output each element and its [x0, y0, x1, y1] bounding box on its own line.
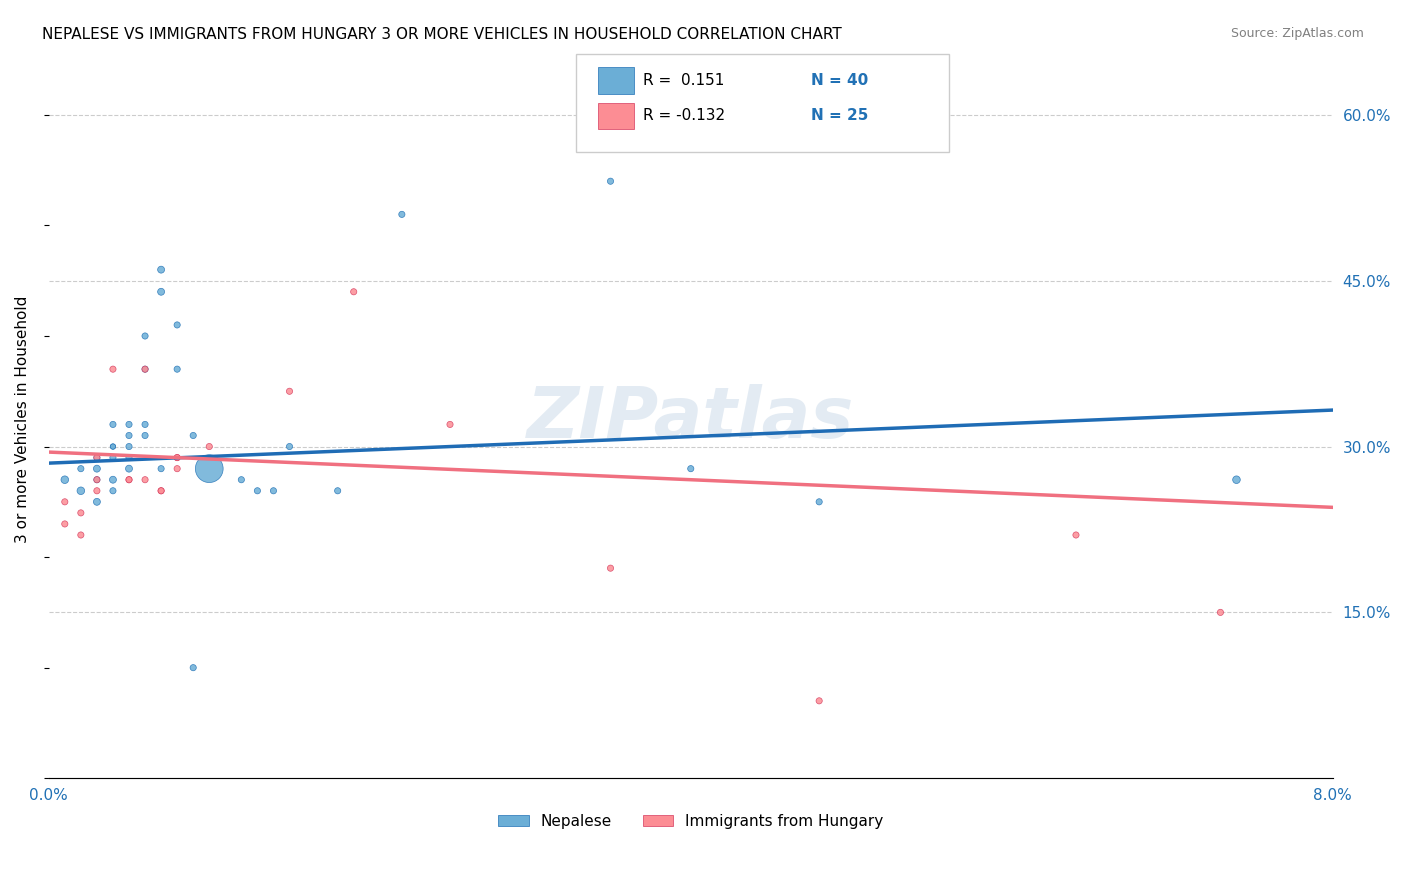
Point	[86, 450, 108, 465]
Y-axis label: 3 or more Vehicles in Household: 3 or more Vehicles in Household	[15, 295, 30, 542]
Point	[166, 461, 188, 475]
Point	[343, 285, 366, 299]
Point	[118, 417, 141, 432]
Point	[679, 461, 702, 475]
Point	[439, 417, 461, 432]
Point	[198, 461, 221, 475]
Point	[86, 473, 108, 487]
Point	[391, 207, 413, 221]
Point	[53, 495, 76, 509]
Point	[118, 440, 141, 454]
Point	[599, 174, 621, 188]
Point	[599, 561, 621, 575]
Point	[86, 450, 108, 465]
Point	[246, 483, 269, 498]
Point	[101, 483, 124, 498]
Text: R = -0.132: R = -0.132	[643, 109, 724, 123]
Legend: Nepalese, Immigrants from Hungary: Nepalese, Immigrants from Hungary	[492, 808, 890, 835]
Text: N = 25: N = 25	[811, 109, 869, 123]
Point	[166, 362, 188, 376]
Point	[808, 694, 831, 708]
Point	[101, 362, 124, 376]
Point	[118, 461, 141, 475]
Point	[150, 483, 173, 498]
Point	[70, 483, 93, 498]
Point	[70, 528, 93, 542]
Point	[181, 428, 204, 442]
Point	[278, 440, 301, 454]
Point	[231, 473, 253, 487]
Point	[118, 473, 141, 487]
Point	[70, 506, 93, 520]
Point	[134, 362, 156, 376]
Point	[86, 461, 108, 475]
Point	[86, 495, 108, 509]
Point	[1209, 606, 1232, 620]
Text: ZIPatlas: ZIPatlas	[527, 384, 855, 453]
Text: N = 40: N = 40	[811, 73, 869, 87]
Point	[134, 428, 156, 442]
Point	[1225, 473, 1247, 487]
Point	[150, 285, 173, 299]
Point	[150, 262, 173, 277]
Point	[101, 440, 124, 454]
Point	[262, 483, 284, 498]
Point	[101, 417, 124, 432]
Point	[166, 450, 188, 465]
Text: R =  0.151: R = 0.151	[643, 73, 724, 87]
Point	[326, 483, 349, 498]
Point	[134, 329, 156, 343]
Point	[150, 483, 173, 498]
Point	[134, 473, 156, 487]
Point	[118, 473, 141, 487]
Point	[166, 450, 188, 465]
Point	[198, 440, 221, 454]
Point	[278, 384, 301, 399]
Point	[118, 450, 141, 465]
Point	[166, 318, 188, 332]
Point	[101, 450, 124, 465]
Point	[101, 440, 124, 454]
Point	[70, 461, 93, 475]
Point	[134, 417, 156, 432]
Point	[181, 661, 204, 675]
Text: NEPALESE VS IMMIGRANTS FROM HUNGARY 3 OR MORE VEHICLES IN HOUSEHOLD CORRELATION : NEPALESE VS IMMIGRANTS FROM HUNGARY 3 OR…	[42, 27, 842, 42]
Point	[53, 516, 76, 531]
Point	[150, 461, 173, 475]
Point	[808, 495, 831, 509]
Point	[134, 362, 156, 376]
Text: Source: ZipAtlas.com: Source: ZipAtlas.com	[1230, 27, 1364, 40]
Point	[86, 473, 108, 487]
Point	[101, 473, 124, 487]
Point	[1064, 528, 1087, 542]
Point	[86, 483, 108, 498]
Point	[118, 428, 141, 442]
Point	[53, 473, 76, 487]
